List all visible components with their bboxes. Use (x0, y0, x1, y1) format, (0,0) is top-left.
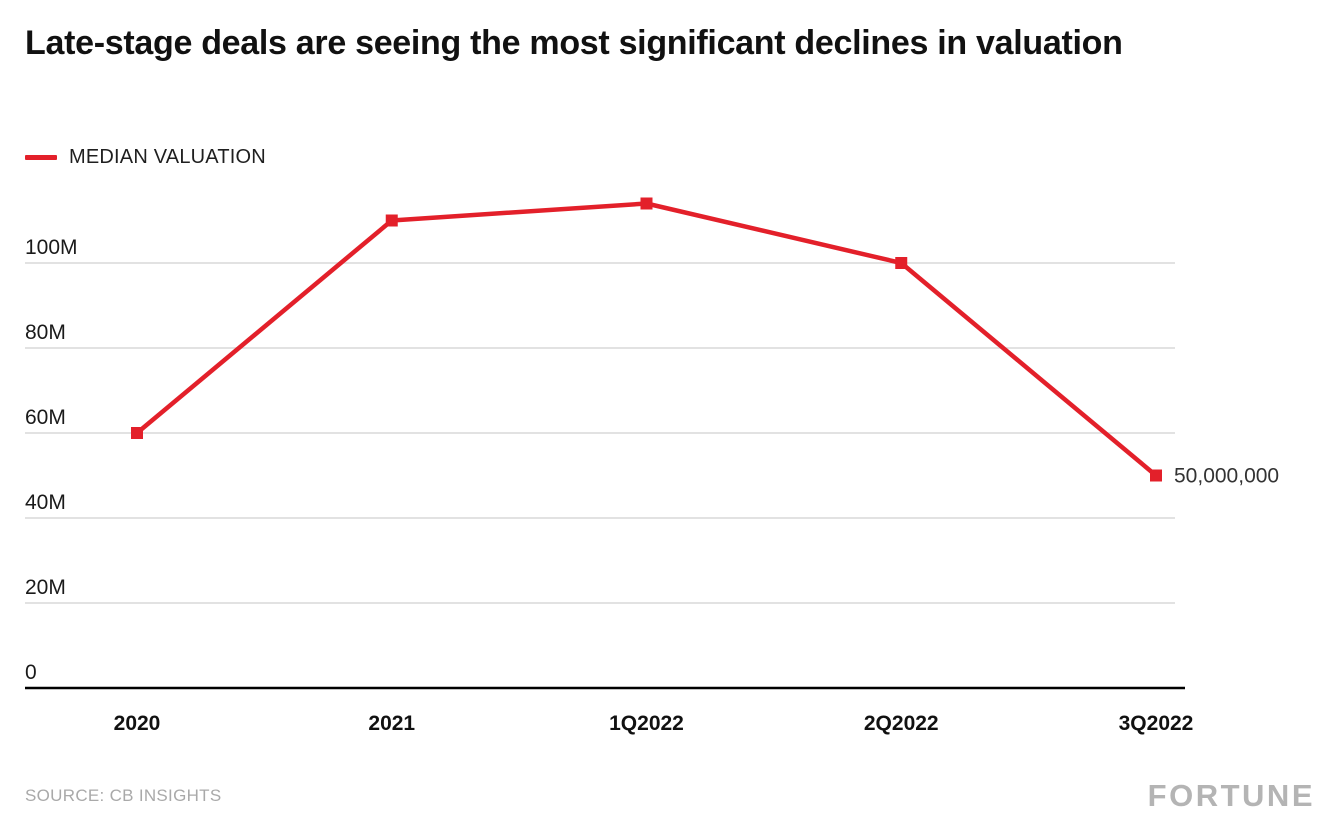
y-tick-label: 40M (25, 491, 66, 514)
chart-legend: MEDIAN VALUATION (25, 146, 266, 169)
data-point-marker (895, 257, 908, 269)
data-point-marker (385, 214, 398, 227)
chart-footer: SOURCE: CB INSIGHTS FORTUNE (0, 778, 1340, 814)
y-tick-label: 0 (25, 661, 37, 684)
y-tick-label: 20M (25, 576, 66, 599)
line-chart: 0 20M 40M 60M 80M 100M 2020 2021 1Q2022 2Q2022 3Q2… (25, 197, 1279, 735)
chart-title: Late-stage deals are seeing the most sig… (25, 24, 1123, 62)
x-tick-label: 1Q2022 (609, 712, 684, 735)
data-point-marker (640, 197, 653, 210)
source-note: SOURCE: CB INSIGHTS (25, 786, 222, 805)
x-tick-label: 2020 (114, 712, 161, 735)
last-point-label: 50,000,000 (1174, 465, 1279, 488)
x-tick-label: 2Q2022 (864, 712, 939, 735)
legend-label: MEDIAN VALUATION (69, 146, 266, 168)
y-tick-label: 100M (25, 236, 78, 259)
series-line (134, 201, 1159, 478)
x-tick-label: 2021 (368, 712, 415, 735)
legend-line-swatch (25, 155, 57, 160)
data-point-marker (1150, 469, 1162, 482)
fortune-logo: FORTUNE (1147, 778, 1315, 813)
data-point-marker (131, 427, 143, 439)
y-tick-label: 80M (25, 321, 66, 344)
y-tick-label: 60M (25, 406, 66, 429)
x-tick-label: 3Q2022 (1119, 712, 1194, 735)
